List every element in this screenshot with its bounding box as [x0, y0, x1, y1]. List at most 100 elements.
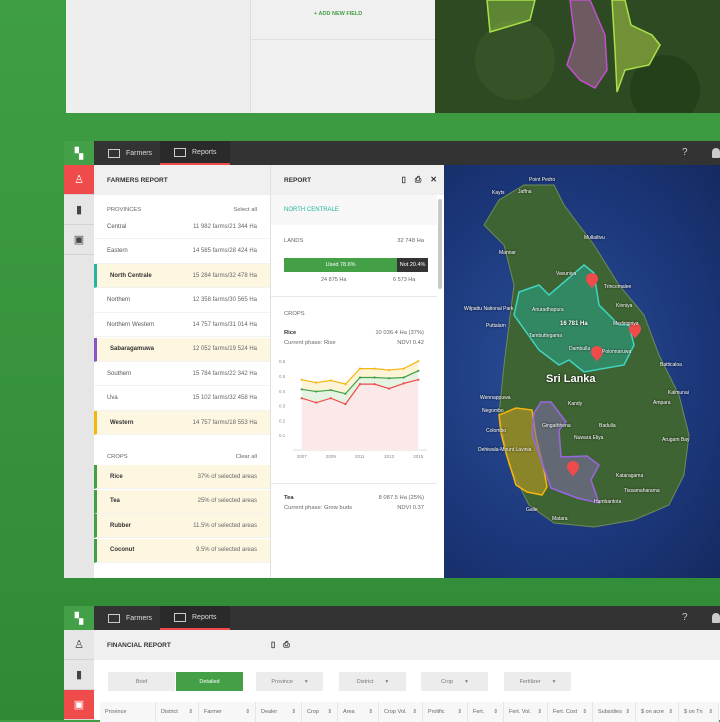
- farmers-sidebar-icon[interactable]: ♙: [64, 630, 94, 660]
- lands-bar: Used 78.6% Not 20.4%: [284, 258, 428, 272]
- brief-button[interactable]: Brief: [108, 672, 175, 691]
- sort-icon[interactable]: ⇕: [582, 709, 587, 715]
- tab-reports[interactable]: Reports: [160, 141, 230, 165]
- sort-icon[interactable]: ⇕: [188, 709, 193, 715]
- province-row[interactable]: Northern 12 358 farms/30 565 Ha: [94, 289, 270, 313]
- map-place-label: Dehiwala-Mount Lavinia: [478, 447, 532, 453]
- provinces-heading: PROVINCES: [107, 207, 142, 213]
- map-place-label: Wilpattu National Park: [464, 306, 514, 312]
- print-icon[interactable]: ⎙: [283, 640, 290, 649]
- x-tick-label: 2007: [297, 454, 308, 459]
- crop-row[interactable]: Rubber 11.5% of selected areas: [94, 514, 270, 538]
- province-row[interactable]: Western 14 757 farms/18 553 Ha: [94, 411, 270, 435]
- column-header[interactable]: Area ⇕: [338, 702, 379, 722]
- detailed-button[interactable]: Detailed: [176, 672, 243, 691]
- province-map[interactable]: Sri Lanka 16 781 Ha Point Pedro Jaffna Kay…: [444, 165, 720, 578]
- province-filter[interactable]: Province ▾: [256, 672, 323, 691]
- sort-icon[interactable]: ⇕: [327, 709, 332, 715]
- tab-farmers[interactable]: Farmers: [94, 606, 160, 630]
- sort-icon[interactable]: ⇕: [245, 709, 250, 715]
- column-header[interactable]: $ on Tn ⇕: [679, 702, 719, 722]
- bottle-icon[interactable]: ▮: [64, 195, 94, 225]
- close-icon[interactable]: ✕: [430, 175, 437, 184]
- column-header[interactable]: Dealer ⇕: [256, 702, 302, 722]
- province-row[interactable]: Uva 15 102 farms/32 458 Ha: [94, 387, 270, 411]
- province-name: Western: [110, 419, 134, 426]
- field-satellite-map[interactable]: [435, 0, 720, 113]
- finance-icon[interactable]: ▣: [64, 225, 94, 255]
- export-icon[interactable]: ▯: [401, 175, 406, 184]
- bottle-icon[interactable]: ▮: [64, 660, 94, 690]
- province-row[interactable]: Southern 15 784 farms/22 342 Ha: [94, 362, 270, 386]
- column-header[interactable]: Province: [100, 702, 156, 722]
- sort-icon[interactable]: ⇕: [625, 709, 630, 715]
- province-value: 14 757 farms/18 553 Ha: [192, 419, 257, 426]
- sort-icon[interactable]: ⇕: [412, 709, 417, 715]
- crops-heading: CROPS: [284, 311, 305, 317]
- data-point: [358, 367, 362, 370]
- fertilizer-filter[interactable]: Fertilizer ▾: [504, 672, 571, 691]
- export-icon[interactable]: ▯: [270, 640, 276, 649]
- map-place-label: Tambuttegama: [529, 333, 563, 339]
- sort-icon[interactable]: ⇕: [493, 709, 498, 715]
- column-header[interactable]: Crop Vol. ⇕: [379, 702, 423, 722]
- crop-row[interactable]: Tea 25% of selected areas: [94, 489, 270, 514]
- clear-all-link[interactable]: Clear all: [235, 454, 257, 460]
- sort-icon[interactable]: ⇕: [708, 709, 713, 715]
- top-nav: Farmers Reports ?: [64, 141, 720, 165]
- user-icon[interactable]: [712, 148, 720, 158]
- column-header[interactable]: Fert. Cost ⇕: [548, 702, 593, 722]
- filter-label: District: [356, 678, 374, 685]
- logo-icon[interactable]: ▚: [64, 606, 94, 630]
- province-row[interactable]: North Centrale 15 284 farms/32 478 Ha: [94, 264, 270, 288]
- add-new-field-button[interactable]: + ADD NEW FIELD: [314, 11, 363, 17]
- help-button[interactable]: ?: [682, 612, 688, 623]
- province-row[interactable]: Northern Western 14 757 farms/31 014 Ha: [94, 313, 270, 337]
- map-place-label: Wennappuwa: [480, 395, 511, 401]
- province-row[interactable]: Sabaragamuwa 12 052 farms/19 524 Ha: [94, 337, 270, 362]
- report-scrollbar[interactable]: [438, 199, 442, 289]
- column-header[interactable]: Crop ⇕: [302, 702, 338, 722]
- sort-icon[interactable]: ⇕: [537, 709, 542, 715]
- column-header[interactable]: Subsidies ⇕: [593, 702, 636, 722]
- province-row[interactable]: Central 11 982 farms/21 344 Ha: [94, 215, 270, 239]
- sort-icon[interactable]: ⇕: [668, 709, 673, 715]
- report-title: REPORT: [284, 176, 312, 184]
- map-place-label: Ampara: [653, 400, 671, 406]
- farmers-sidebar-icon[interactable]: ♙: [64, 165, 94, 195]
- sort-icon[interactable]: ⇕: [368, 709, 373, 715]
- top-window: + ADD NEW FIELD: [66, 0, 720, 113]
- crop-value: 25% of selected areas: [197, 498, 257, 504]
- not-label: Not 20.4%: [399, 262, 426, 268]
- column-header[interactable]: Prolific ⇕: [423, 702, 468, 722]
- map-place-label: Kalmunai: [668, 390, 689, 396]
- column-header[interactable]: $ on acre ⇕: [636, 702, 679, 722]
- chevron-down-icon: ▾: [552, 678, 556, 685]
- crop-row[interactable]: Rice 37% of selected areas: [94, 465, 270, 489]
- select-all-link[interactable]: Select all: [233, 207, 257, 213]
- province-row[interactable]: Eastern 14 585 farms/28 424 Ha: [94, 240, 270, 264]
- column-header[interactable]: District ⇕: [156, 702, 199, 722]
- map-place-label: Mullaitivu: [584, 235, 605, 241]
- crop-filter[interactable]: Crop ▾: [421, 672, 488, 691]
- province-value: 15 784 farms/22 342 Ha: [192, 370, 257, 377]
- column-header[interactable]: Farmer ⇕: [199, 702, 256, 722]
- user-icon[interactable]: [712, 613, 720, 623]
- sort-icon[interactable]: ⇕: [291, 709, 296, 715]
- column-header[interactable]: Fert. ⇕: [468, 702, 504, 722]
- lands-total: 32 748 Ha: [397, 238, 424, 244]
- crop-row[interactable]: Coconut 9.5% of selected areas: [94, 538, 270, 563]
- data-point: [373, 383, 376, 386]
- tab-reports[interactable]: Reports: [160, 606, 230, 630]
- column-header[interactable]: Fert. Vol. ⇕: [504, 702, 548, 722]
- tab-farmers[interactable]: Farmers: [94, 141, 160, 165]
- print-icon[interactable]: ⎙: [414, 175, 422, 184]
- help-button[interactable]: ?: [682, 147, 688, 158]
- data-point: [358, 383, 362, 386]
- province-sabaragamuwa: [531, 401, 601, 505]
- sort-icon[interactable]: ⇕: [457, 709, 462, 715]
- logo-icon[interactable]: ▚: [64, 141, 94, 165]
- district-filter[interactable]: District ▾: [339, 672, 406, 691]
- farmers-report-panel: FARMERS REPORT PROVINCES Select all Centr…: [94, 165, 270, 578]
- finance-icon[interactable]: ▣: [64, 690, 94, 720]
